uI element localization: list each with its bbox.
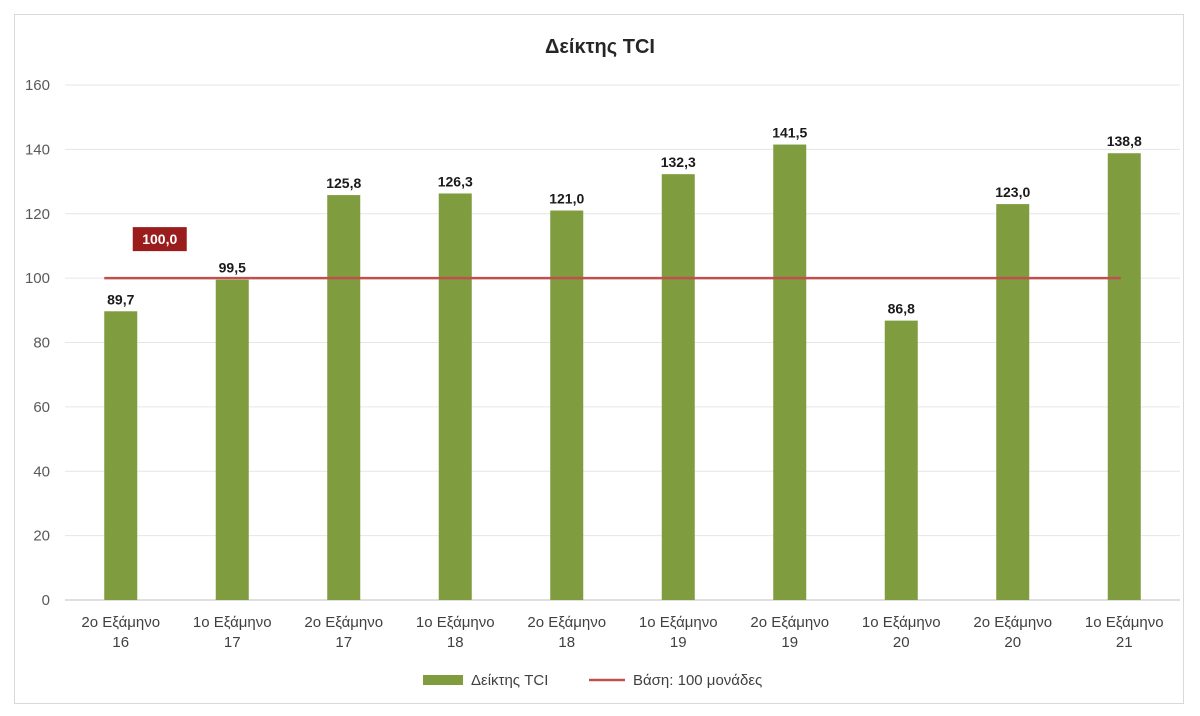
category-label: 1ο Εξάμηνο xyxy=(1085,614,1164,631)
data-label: 123,0 xyxy=(995,184,1030,200)
reference-label: 100,0 xyxy=(142,231,177,247)
y-tick-label: 120 xyxy=(25,206,50,223)
y-tick-label: 80 xyxy=(33,335,50,352)
bar xyxy=(104,311,138,600)
reference-line-group: 100,0 xyxy=(104,227,1121,280)
bar xyxy=(661,174,695,601)
bar xyxy=(884,320,918,600)
y-tick-label: 20 xyxy=(33,528,50,545)
bar xyxy=(1107,153,1141,601)
y-axis-ticks: 0 20 40 60 80 100 120 140 160 xyxy=(25,77,50,609)
data-label: 121,0 xyxy=(549,191,584,207)
category-label: 2ο Εξάμηνο xyxy=(973,614,1052,631)
bar xyxy=(438,193,472,601)
reference-label-box xyxy=(132,227,187,252)
category-label: 2ο Εξάμηνο xyxy=(527,614,606,631)
category-label: 20 xyxy=(893,634,910,651)
y-tick-label: 140 xyxy=(25,141,50,158)
legend-label-line: Βάση: 100 μονάδες xyxy=(633,672,762,689)
category-label: 1ο Εξάμηνο xyxy=(639,614,718,631)
data-label: 126,3 xyxy=(438,173,473,189)
y-tick-label: 160 xyxy=(25,77,50,94)
bar xyxy=(773,144,807,600)
bar xyxy=(215,279,249,600)
bar xyxy=(550,210,584,600)
legend-label-bar: Δείκτης TCI xyxy=(471,672,548,689)
y-tick-label: 40 xyxy=(33,463,50,480)
data-label: 141,5 xyxy=(772,125,807,141)
data-label: 89,7 xyxy=(107,291,134,307)
bar xyxy=(327,195,361,601)
y-tick-label: 60 xyxy=(33,399,50,416)
category-label: 18 xyxy=(447,634,464,651)
category-label: 19 xyxy=(781,634,798,651)
category-label: 2ο Εξάμηνο xyxy=(81,614,160,631)
legend-swatch-bar xyxy=(423,675,463,685)
data-label: 132,3 xyxy=(661,154,696,170)
data-label: 125,8 xyxy=(326,175,361,191)
chart-title: Δείκτης TCI xyxy=(545,36,655,58)
category-label: 1ο Εξάμηνο xyxy=(193,614,272,631)
category-label: 1ο Εξάμηνο xyxy=(416,614,495,631)
category-label: 20 xyxy=(1004,634,1021,651)
data-labels: 89,7 99,5 125,8 126,3 121,0 132,3 141,5 86,8 123… xyxy=(107,125,1142,317)
data-label: 86,8 xyxy=(888,301,915,317)
category-label: 17 xyxy=(335,634,352,651)
bar-series xyxy=(104,144,1141,601)
y-tick-label: 100 xyxy=(25,270,50,287)
bar xyxy=(996,204,1030,600)
category-label: 2ο Εξάμηνο xyxy=(304,614,383,631)
data-label: 138,8 xyxy=(1107,133,1142,149)
chart-frame: 0 20 40 60 80 100 120 140 160 100,0 89,7 99,5 125,… xyxy=(14,14,1184,704)
category-label: 18 xyxy=(558,634,575,651)
data-label: 99,5 xyxy=(219,260,246,276)
category-label: 19 xyxy=(670,634,687,651)
category-label: 16 xyxy=(112,634,129,651)
category-label: 2ο Εξάμηνο xyxy=(750,614,829,631)
y-tick-label: 0 xyxy=(42,592,50,609)
x-axis-categories: 2ο Εξάμηνο 16 1ο Εξάμηνο 17 2ο Εξάμηνο 17 1ο Ε… xyxy=(81,614,1163,651)
bar-chart: 0 20 40 60 80 100 120 140 160 100,0 89,7 99,5 125,… xyxy=(25,36,1180,689)
category-label: 1ο Εξάμηνο xyxy=(862,614,941,631)
legend: Δείκτης TCI Βάση: 100 μονάδες xyxy=(423,672,762,689)
category-label: 21 xyxy=(1116,634,1133,651)
category-label: 17 xyxy=(224,634,241,651)
